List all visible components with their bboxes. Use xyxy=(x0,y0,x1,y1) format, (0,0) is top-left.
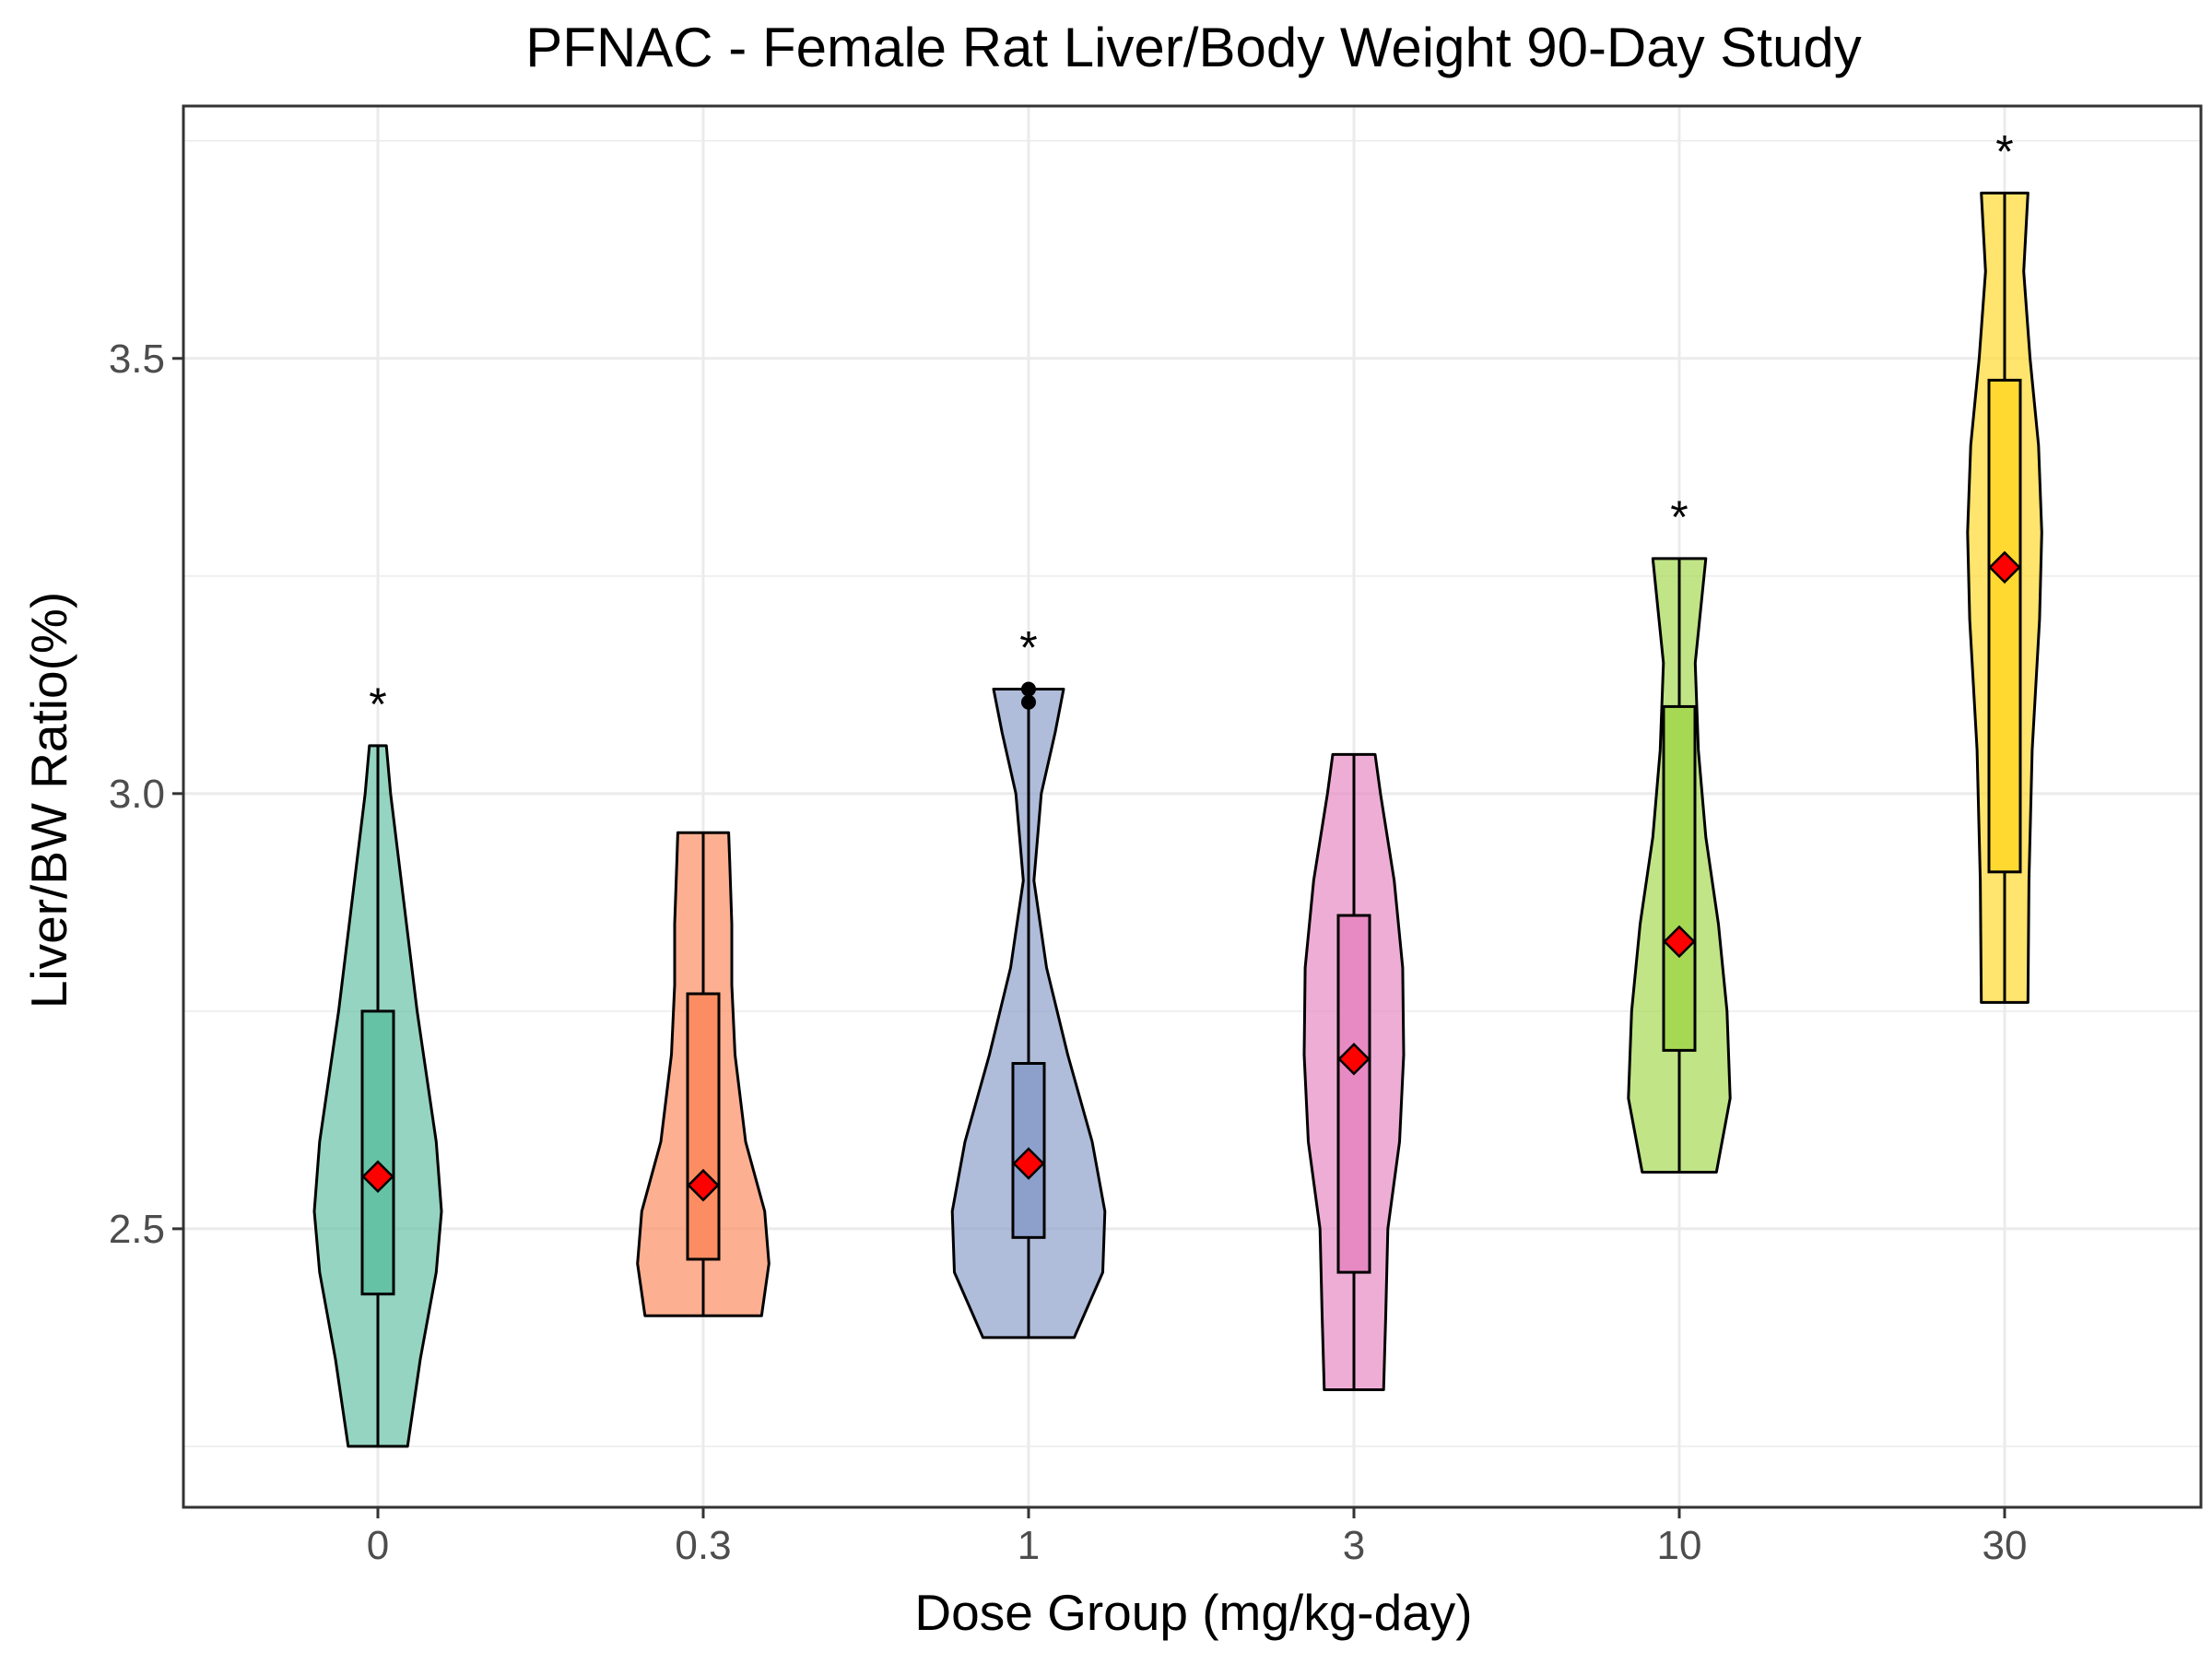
mean-marker xyxy=(1663,925,1696,959)
box xyxy=(1987,378,2022,874)
box xyxy=(1662,704,1697,1052)
significance-marker: * xyxy=(1670,491,1688,543)
mean-marker xyxy=(1337,1043,1371,1076)
mean-marker xyxy=(687,1168,720,1202)
box xyxy=(686,992,721,1261)
plot-border xyxy=(182,104,2203,1509)
significance-marker: * xyxy=(369,679,386,730)
mean-marker xyxy=(1012,1147,1045,1180)
x-tick-label: 3 xyxy=(1343,1523,1365,1568)
y-axis-label: Liver/BW Ratio(%) xyxy=(20,592,77,1009)
significance-marker: * xyxy=(1995,125,2013,177)
x-tick-label: 0 xyxy=(367,1523,389,1568)
y-tick-label: 2.5 xyxy=(109,1207,165,1252)
outlier-point xyxy=(1021,681,1036,697)
box xyxy=(360,1009,395,1296)
mean-marker xyxy=(361,1160,394,1194)
y-tick-label: 3.0 xyxy=(109,772,165,817)
x-axis-label: Dose Group (mg/kg-day) xyxy=(914,1584,1472,1641)
outlier-point xyxy=(1021,694,1036,710)
x-tick-label: 10 xyxy=(1657,1523,1702,1568)
y-tick-label: 3.5 xyxy=(109,336,165,382)
mean-marker xyxy=(1988,550,2021,584)
x-tick-label: 30 xyxy=(1983,1523,2028,1568)
significance-marker: * xyxy=(1019,622,1037,674)
x-tick-label: 0.3 xyxy=(675,1523,731,1568)
chart-title: PFNAC - Female Rat Liver/Body Weight 90-… xyxy=(525,17,1861,78)
plot-area: * 0 0.3 * 1 3 * 10 * 30 2.5 3.0 3.5 xyxy=(109,104,2203,1568)
box xyxy=(1336,914,1371,1274)
x-tick-label: 1 xyxy=(1018,1523,1040,1568)
